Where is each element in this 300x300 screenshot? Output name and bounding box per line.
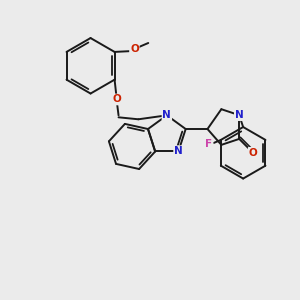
Text: F: F xyxy=(206,139,212,149)
Text: N: N xyxy=(174,146,183,156)
Text: O: O xyxy=(130,44,139,54)
Text: O: O xyxy=(249,148,257,158)
Text: N: N xyxy=(235,110,244,120)
Text: O: O xyxy=(112,94,121,104)
Text: N: N xyxy=(163,110,171,120)
